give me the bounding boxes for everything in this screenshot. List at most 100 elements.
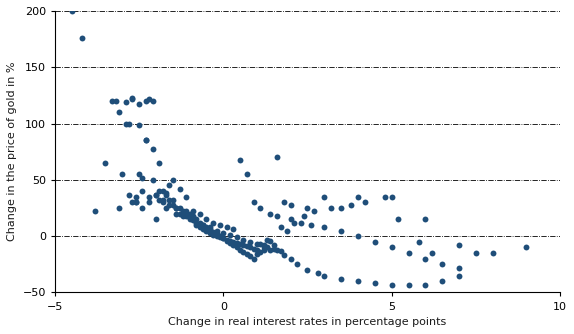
- Point: [222, 238, 231, 243]
- Point: [155, 197, 164, 203]
- Point: [262, 245, 272, 250]
- Point: [202, 217, 211, 222]
- Point: [121, 121, 130, 126]
- Point: [394, 217, 403, 222]
- Point: [118, 172, 127, 177]
- Point: [229, 242, 238, 248]
- Point: [276, 248, 285, 254]
- Point: [114, 205, 123, 211]
- Point: [165, 202, 174, 207]
- Point: [256, 205, 265, 211]
- Y-axis label: Change in the price of gold in %: Change in the price of gold in %: [7, 62, 17, 241]
- Point: [488, 250, 497, 256]
- Point: [77, 35, 87, 41]
- Point: [67, 8, 76, 14]
- Point: [242, 252, 251, 257]
- Point: [181, 213, 191, 218]
- Point: [192, 217, 201, 222]
- Point: [360, 200, 369, 205]
- Point: [381, 194, 390, 199]
- Point: [455, 242, 464, 248]
- Point: [195, 220, 204, 225]
- Point: [131, 194, 140, 199]
- Point: [145, 96, 154, 102]
- Point: [148, 147, 157, 152]
- Point: [239, 242, 248, 248]
- Point: [111, 98, 120, 104]
- Point: [158, 197, 167, 203]
- Point: [421, 217, 430, 222]
- Point: [273, 213, 282, 218]
- Point: [125, 121, 134, 126]
- Point: [152, 192, 161, 197]
- Point: [269, 246, 278, 251]
- Point: [208, 220, 218, 225]
- Point: [168, 202, 177, 207]
- Point: [205, 227, 215, 232]
- Point: [114, 110, 123, 115]
- Point: [222, 224, 231, 230]
- Point: [286, 256, 295, 262]
- Point: [256, 241, 265, 247]
- Point: [437, 279, 447, 284]
- Point: [202, 228, 211, 233]
- Point: [387, 245, 396, 250]
- Point: [266, 238, 275, 243]
- Point: [404, 250, 413, 256]
- Point: [246, 254, 255, 259]
- Point: [199, 222, 208, 227]
- Point: [327, 205, 336, 211]
- Point: [276, 224, 285, 230]
- Point: [141, 138, 150, 143]
- Point: [158, 188, 167, 194]
- Point: [354, 279, 363, 284]
- Point: [175, 186, 184, 191]
- Point: [128, 96, 137, 102]
- Point: [145, 200, 154, 205]
- Point: [309, 209, 319, 214]
- Point: [354, 194, 363, 199]
- Point: [192, 222, 201, 227]
- Point: [222, 237, 231, 242]
- Point: [179, 209, 188, 214]
- Point: [219, 236, 228, 241]
- Point: [235, 157, 245, 162]
- Point: [168, 177, 177, 183]
- Point: [205, 224, 215, 230]
- Point: [313, 271, 322, 276]
- Point: [269, 242, 278, 248]
- Point: [249, 200, 258, 205]
- Point: [239, 249, 248, 255]
- Point: [131, 200, 140, 205]
- Point: [145, 194, 154, 199]
- Point: [266, 211, 275, 216]
- Point: [232, 245, 241, 250]
- Point: [179, 211, 188, 216]
- Point: [282, 228, 292, 233]
- Point: [161, 191, 170, 196]
- Point: [280, 253, 289, 258]
- Point: [161, 192, 170, 197]
- Point: [336, 276, 346, 282]
- Point: [229, 227, 238, 232]
- Point: [134, 102, 144, 107]
- Point: [235, 241, 245, 247]
- Point: [188, 218, 197, 223]
- Point: [195, 211, 204, 216]
- Point: [226, 238, 235, 243]
- Point: [246, 239, 255, 244]
- Point: [219, 230, 228, 235]
- Point: [320, 273, 329, 278]
- Point: [428, 250, 437, 256]
- Point: [300, 213, 309, 218]
- Point: [185, 211, 194, 216]
- Point: [296, 220, 305, 225]
- Point: [152, 217, 161, 222]
- Point: [273, 155, 282, 160]
- Point: [259, 242, 268, 248]
- Point: [128, 95, 137, 100]
- Point: [226, 232, 235, 238]
- Point: [195, 224, 204, 230]
- Point: [235, 247, 245, 253]
- Point: [522, 245, 531, 250]
